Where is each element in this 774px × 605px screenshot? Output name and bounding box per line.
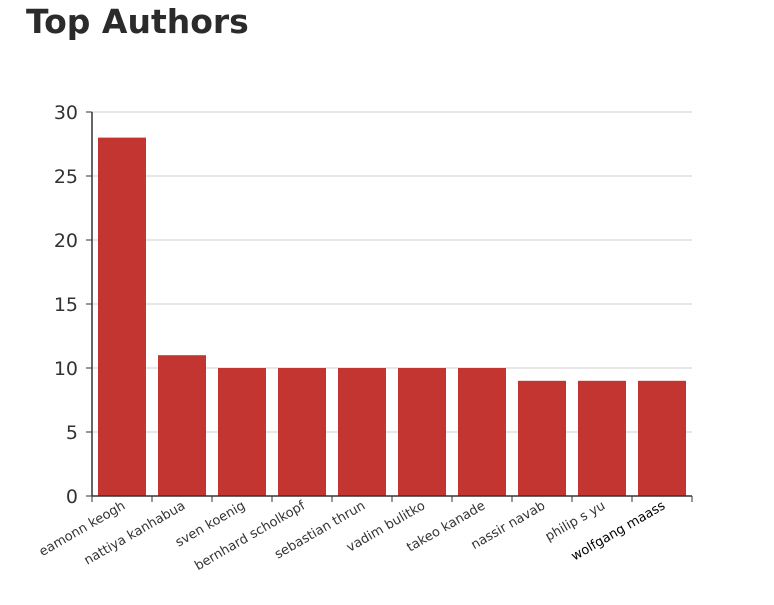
bar[interactable] [518,380,566,496]
bar[interactable] [98,137,146,496]
bar[interactable] [218,368,266,496]
y-tick-label: 0 [66,486,78,508]
y-tick-label: 20 [54,230,78,252]
bar[interactable] [458,368,506,496]
y-tick-label: 25 [54,166,78,188]
bar[interactable] [158,355,206,496]
bar[interactable] [278,368,326,496]
y-tick-label: 10 [54,358,78,380]
bar[interactable] [398,368,446,496]
x-tick-label: nattiya kanhabua [82,498,188,568]
y-tick-labels: 0 5 10 15 20 25 30 [54,102,78,508]
bar[interactable] [578,380,626,496]
bars [98,137,686,496]
x-tick-label: bernhard scholkopf [192,498,308,574]
bar[interactable] [638,380,686,496]
page-title: Top Authors [26,2,249,41]
y-tick-label: 30 [54,102,78,124]
axes [86,111,693,502]
y-tick-label: 5 [66,422,78,444]
y-tick-label: 15 [54,294,78,316]
bar[interactable] [338,368,386,496]
